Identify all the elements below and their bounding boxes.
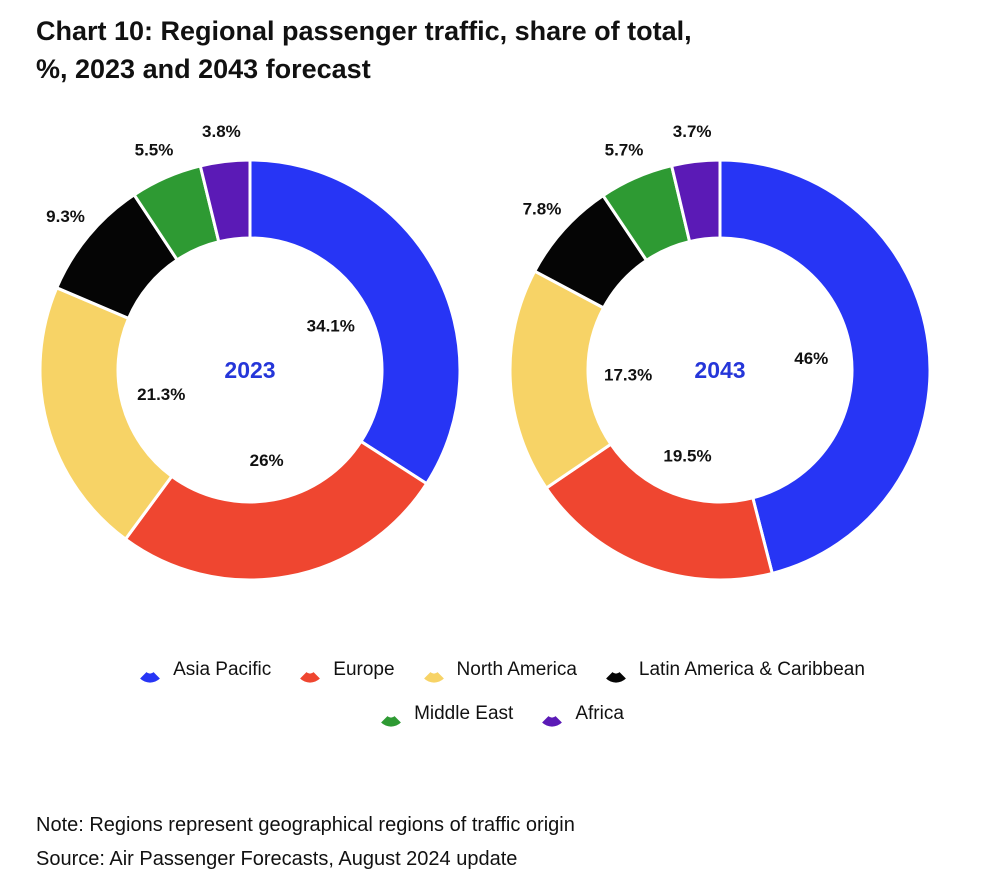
slice-label-latin-america-and-caribbean-2023: 9.3% (46, 207, 85, 226)
source-text: Source: Air Passenger Forecasts, August … (36, 848, 518, 870)
legend-label: North America (456, 659, 577, 680)
legend-label: Europe (333, 659, 395, 680)
legend-label: Africa (575, 703, 624, 724)
legend-swatch-europe (295, 655, 325, 685)
legend-swatch-africa (537, 699, 567, 729)
legend-label: Latin America & Caribbean (638, 659, 865, 680)
slice-label-middle-east-2023: 5.5% (135, 141, 174, 160)
donut-chart-2043: 46% 19.5% 17.3% 7.8% 5.7% 3.7% 2043 (508, 122, 932, 582)
chart-notes: Note: Regions represent geographical reg… (36, 808, 575, 876)
legend-label: Asia Pacific (173, 659, 272, 680)
donut-chart-2023: 34.1% 26% 21.3% 9.3% 5.5% 3.8% 2023 (38, 122, 462, 582)
center-label-2043: 2043 (694, 357, 745, 383)
slice-europe-2023 (123, 439, 429, 582)
slice-north-america-2023 (38, 285, 174, 542)
slice-asia-pacific-2043 (718, 158, 932, 576)
slice-label-north-america-2043: 17.3% (604, 365, 652, 384)
chart-title-line-2: %, 2023 and 2043 forecast (36, 54, 371, 84)
slice-label-africa-2023: 3.8% (202, 122, 241, 141)
legend-item-africa: Africa (537, 699, 624, 729)
center-label-2023: 2023 (224, 357, 275, 383)
chart-title: Chart 10: Regional passenger traffic, sh… (36, 12, 936, 88)
slice-label-asia-pacific-2043: 46% (794, 349, 828, 368)
slice-label-middle-east-2043: 5.7% (605, 141, 644, 160)
slice-label-europe-2023: 26% (250, 451, 284, 470)
note-text: Note: Regions represent geographical reg… (36, 814, 575, 836)
slice-label-asia-pacific-2023: 34.1% (307, 316, 355, 335)
legend-item-latin-america-and-caribbean: Latin America & Caribbean (601, 655, 865, 685)
legend-row-2: Middle East Africa (0, 692, 1000, 736)
slice-europe-2043 (544, 442, 775, 582)
legend-item-middle-east: Middle East (376, 699, 513, 729)
legend-item-europe: Europe (295, 655, 395, 685)
legend-label: Middle East (414, 703, 514, 724)
legend-item-north-america: North America (419, 655, 577, 685)
slice-asia-pacific-2023 (248, 158, 462, 486)
slice-africa-2023 (198, 158, 252, 244)
slice-label-africa-2043: 3.7% (673, 122, 712, 141)
chart-title-line-1: Chart 10: Regional passenger traffic, sh… (36, 16, 692, 46)
slice-label-latin-america-and-caribbean-2043: 7.8% (523, 200, 562, 219)
legend-swatch-latin-america-and-caribbean (601, 655, 631, 685)
slice-label-north-america-2023: 21.3% (137, 385, 185, 404)
donut-charts: 34.1% 26% 21.3% 9.3% 5.5% 3.8% 2023 46% 19.5% 17.… (38, 122, 932, 582)
legend-swatch-north-america (419, 655, 449, 685)
legend-row-1: Asia Pacific Europe North America Latin Ame… (0, 648, 1000, 692)
legend-swatch-middle-east (376, 699, 406, 729)
slice-label-europe-2043: 19.5% (663, 447, 711, 466)
legend: Asia Pacific Europe North America Latin Ame… (0, 648, 1000, 736)
legend-item-asia-pacific: Asia Pacific (135, 655, 271, 685)
slice-africa-2043 (669, 158, 722, 244)
legend-swatch-asia-pacific (135, 655, 165, 685)
